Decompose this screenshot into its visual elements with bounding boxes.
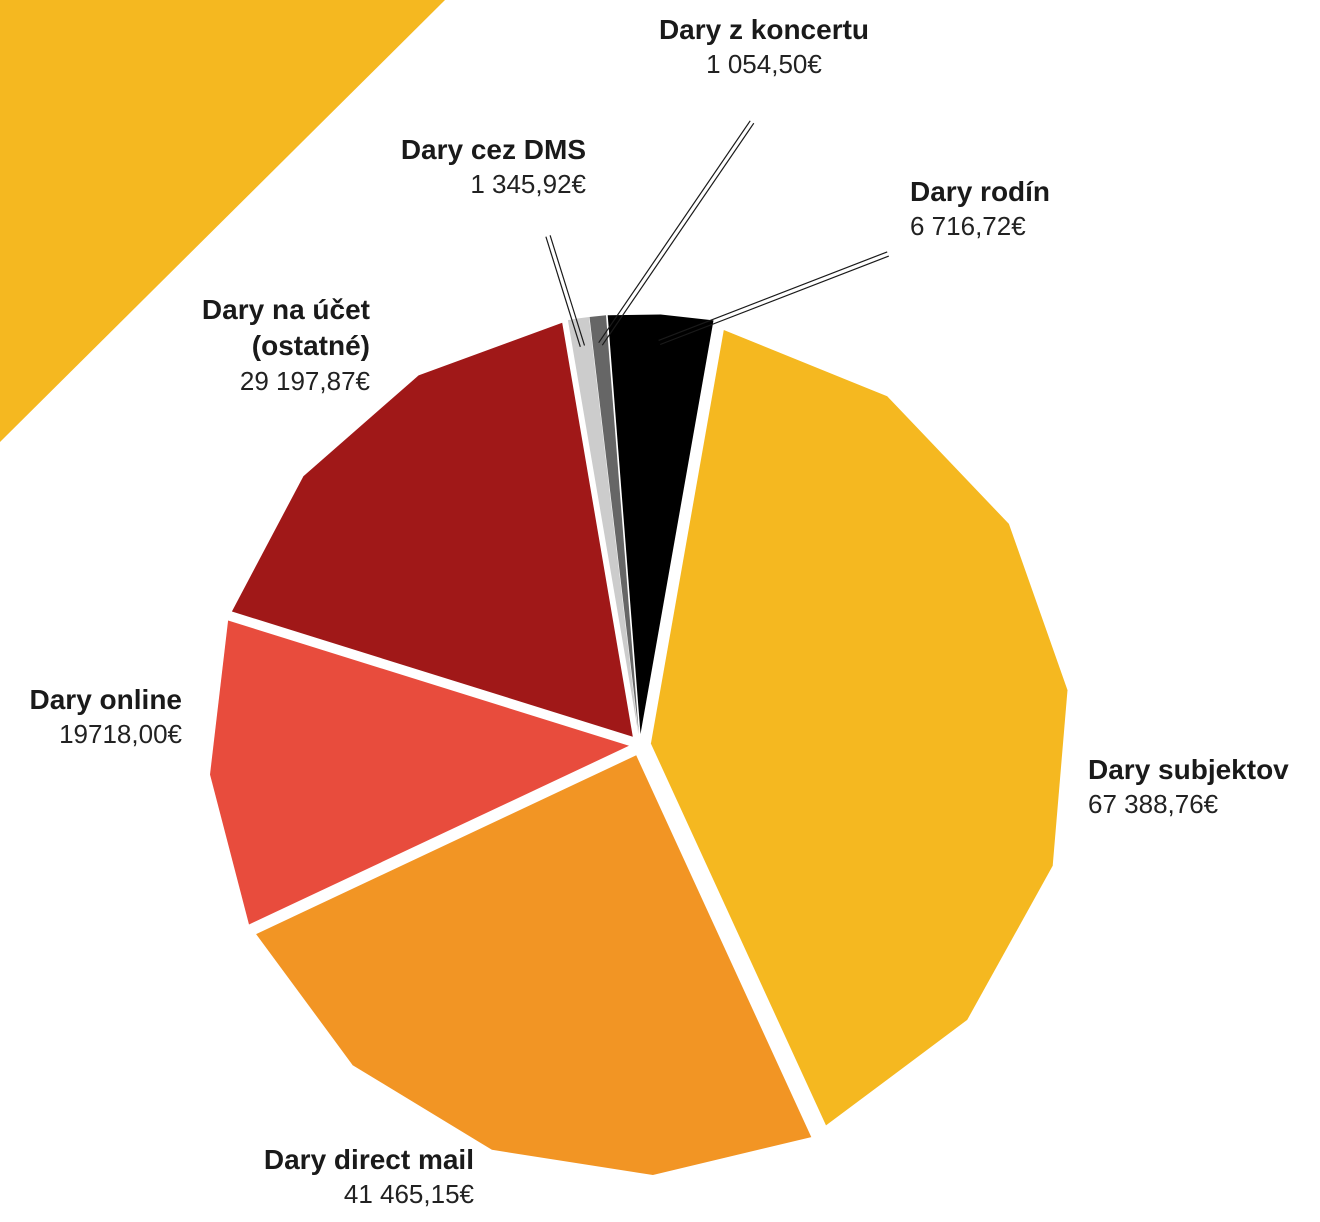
slice-value-dary-rodin: 6 716,72€ xyxy=(910,211,1026,242)
leader-line-dary-z-koncertu-2 xyxy=(598,120,751,344)
slice-name-dary-direct-mail: Dary direct mail xyxy=(263,1144,474,1175)
slice-dary-z-koncertu xyxy=(589,315,639,735)
slice-name-dary-online: Dary online xyxy=(29,684,182,715)
slice-value-dary-online: 19718,00€ xyxy=(59,719,182,750)
slice-name-dary-na-ucet: Dary na účet (ostatné) xyxy=(201,294,370,362)
label-dary-direct-mail: Dary direct mail 41 465,15€ xyxy=(264,1142,474,1212)
leader-lines xyxy=(545,120,890,347)
slice-value-dary-cez-dms: 1 345,92€ xyxy=(470,169,586,200)
leader-line-dary-rodin-1 xyxy=(659,255,890,346)
corner-accent-shape xyxy=(0,0,445,442)
label-dary-subjektov: Dary subjektov 67 388,76€ xyxy=(1088,752,1289,822)
slice-name-dary-subjektov: Dary subjektov xyxy=(1088,754,1289,785)
slice-value-dary-direct-mail: 41 465,15€ xyxy=(343,1179,474,1210)
slice-value-dary-z-koncertu: 1 054,50€ xyxy=(706,49,822,80)
slice-name-dary-rodin: Dary rodín xyxy=(910,176,1051,207)
slice-value-dary-subjektov: 67 388,76€ xyxy=(1088,789,1219,820)
slice-value-dary-na-ucet: 29 197,87€ xyxy=(239,365,370,396)
label-dary-z-koncertu: Dary z koncertu 1 054,50€ xyxy=(624,12,904,82)
slice-dary-subjektov xyxy=(650,330,1068,1126)
label-dary-cez-dms: Dary cez DMS 1 345,92€ xyxy=(401,132,586,202)
leader-line-dary-z-koncertu-1 xyxy=(601,122,755,346)
leader-line-dary-rodin-2 xyxy=(658,251,888,341)
label-dary-na-ucet: Dary na účet (ostatné) 29 197,87€ xyxy=(140,292,370,399)
slice-dary-direct-mail xyxy=(256,755,812,1175)
slice-name-dary-cez-dms: Dary cez DMS xyxy=(400,134,586,165)
slice-name-dary-z-koncertu: Dary z koncertu xyxy=(658,14,870,45)
pie-slices xyxy=(210,314,1068,1175)
label-dary-rodin: Dary rodín 6 716,72€ xyxy=(910,174,1050,244)
leader-line-dary-cez-dms-1 xyxy=(549,235,586,346)
slice-dary-rodin xyxy=(607,314,714,734)
leader-line-dary-cez-dms-2 xyxy=(545,236,581,347)
slice-dary-cez-dms xyxy=(567,317,639,735)
slice-dary-online xyxy=(210,620,629,925)
slice-dary-na-ucet-ostatne xyxy=(231,322,633,737)
label-dary-online: Dary online 19718,00€ xyxy=(30,682,182,752)
